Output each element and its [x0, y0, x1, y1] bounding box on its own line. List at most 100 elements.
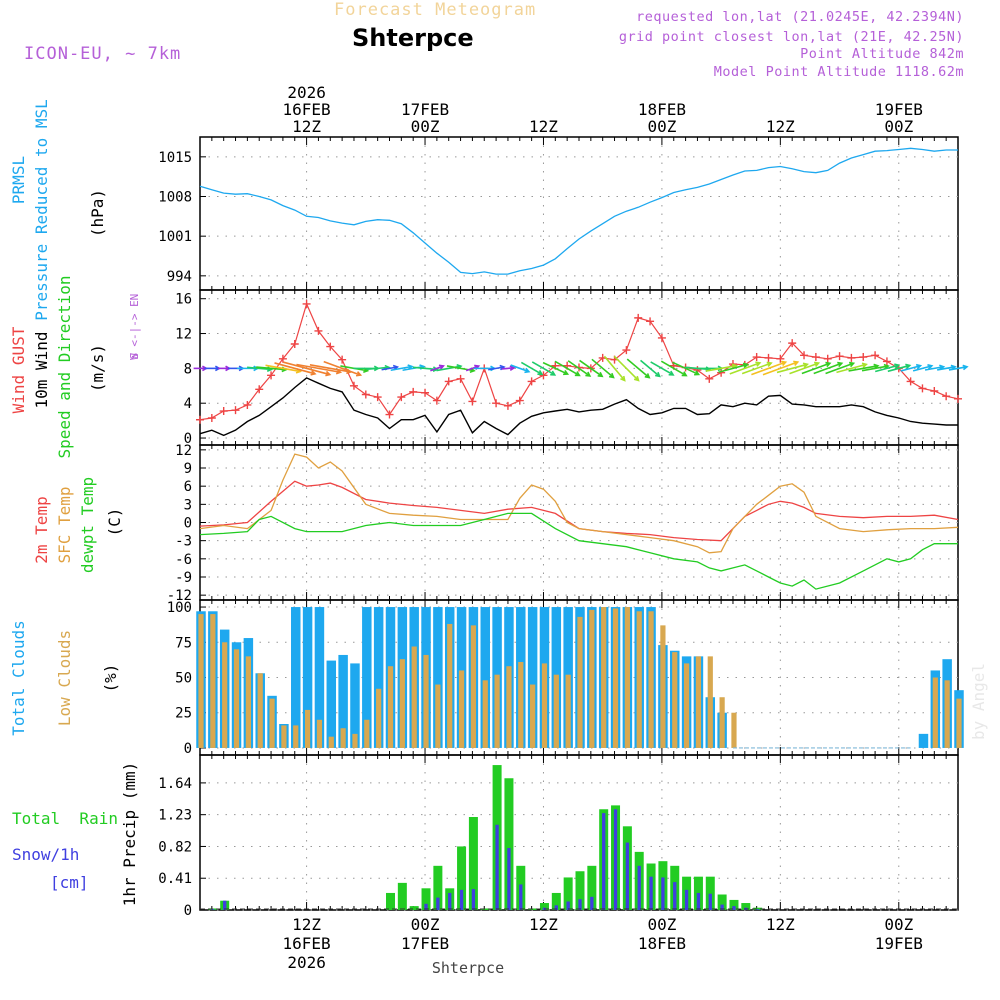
wind-arrow: [672, 361, 701, 376]
wind-arrow-shaft: [650, 361, 674, 376]
wind-arrow-head: [633, 375, 640, 382]
gust-marker: [918, 384, 927, 393]
low-cloud-bar: [470, 625, 477, 748]
rain-bar: [468, 817, 478, 910]
y-tick-label: 6: [184, 479, 192, 495]
wind-arrow-shaft: [762, 361, 798, 376]
gust-marker: [314, 326, 323, 335]
gust-marker: [219, 407, 228, 416]
wind-arrow-head: [550, 370, 557, 376]
low-cloud-bar: [435, 684, 441, 748]
snow-bar: [519, 884, 523, 910]
low-cloud-bar: [541, 663, 548, 748]
low-cloud-bar: [660, 625, 666, 748]
low-cloud-bar: [364, 719, 370, 748]
y-tick-label: 25: [175, 706, 192, 722]
wind-arrow-head: [563, 369, 570, 376]
snow-unit-label: [cm]: [50, 873, 89, 892]
wind-arrow-shaft: [567, 360, 591, 377]
time-label-top: 12Z: [292, 117, 321, 136]
time-label-bottom: 16FEB: [283, 934, 331, 953]
wind-arrow-shaft: [776, 363, 808, 374]
low-cloud-bar: [589, 609, 595, 748]
rain-bar: [753, 907, 763, 910]
total-cloud-bar: [362, 607, 372, 748]
low-cloud-bar: [210, 614, 216, 748]
y-tick-label: 0.82: [158, 839, 192, 855]
gust-marker: [882, 357, 891, 366]
rain-bar: [385, 892, 396, 910]
snow-bar: [424, 903, 428, 910]
clouds-panel: 0 25 50 75 100: [167, 599, 964, 757]
wind-arrow-shaft: [672, 361, 699, 376]
low-cloud-bar: [423, 654, 429, 748]
low-cloud-bar: [672, 652, 678, 748]
low-cloud-bar: [328, 736, 334, 748]
wind-arrow-shaft: [801, 362, 831, 375]
time-label-bottom: 17FEB: [401, 934, 449, 953]
location-title: Shterpce: [352, 24, 474, 52]
low-cloud-bar: [447, 623, 453, 748]
wind-arrow: [900, 363, 923, 372]
wind-arrow-shaft: [874, 364, 899, 373]
low-cloud-bar: [494, 674, 500, 748]
gust-marker: [634, 313, 643, 322]
wind-arrow-head: [644, 373, 651, 379]
wind-arrow: [874, 363, 901, 373]
chart-subtitle: Forecast Meteogram: [334, 0, 537, 20]
y-tick-label: 0: [184, 903, 192, 919]
rain-bar: [457, 846, 467, 910]
wind-arrow-shaft: [660, 360, 687, 377]
wind-arrow: [948, 364, 969, 371]
wind-arrow: [323, 360, 363, 377]
rain-bar: [729, 899, 739, 910]
compass-label: W <-|-> E: [128, 300, 141, 360]
wind-arrow-shaft: [501, 367, 515, 370]
y-tick-label: 1015: [158, 150, 192, 166]
wind-arrow-shaft: [912, 365, 933, 372]
wind-arrow-shaft: [887, 364, 910, 373]
low-cloud-bar: [482, 680, 488, 748]
wind-speed-line: [199, 377, 958, 437]
pressure-frame: [199, 136, 959, 291]
wind-arrow-head: [668, 370, 675, 376]
wind-arrow-shaft: [520, 361, 543, 376]
temp-line-2: [199, 512, 958, 590]
low-cloud-bar: [636, 611, 642, 748]
wind-arrow: [887, 363, 912, 373]
y-tick-label: 1001: [158, 229, 192, 245]
total-cloud-bar: [326, 660, 337, 748]
gust-marker: [717, 368, 726, 377]
gust-marker: [231, 406, 240, 415]
snow-bar: [578, 899, 582, 910]
requested-coords: requested lon,lat (21.0245E, 42.2394N): [636, 9, 964, 25]
temp2m-label: 2m Temp: [32, 496, 51, 563]
y-tick-label: 3: [184, 497, 192, 513]
footer-location: Shterpce: [432, 959, 504, 977]
wind-arrow-head: [861, 362, 868, 369]
gust-marker: [338, 355, 347, 364]
total-rain-label: Total Rain: [12, 809, 118, 828]
gust-marker: [906, 377, 915, 386]
wind-arrow-head: [438, 364, 445, 370]
precip-panel: 0 0.41 0.82 1.23 1.64: [158, 754, 959, 919]
low-cloud-bar: [553, 674, 559, 748]
wind-arrow-head: [574, 371, 581, 377]
wind-arrow-shaft: [323, 360, 361, 376]
low-cloud-bar: [304, 709, 311, 748]
temperature-panel: -12 -9 -6 -3 0 3 6 9 12: [167, 443, 959, 604]
low-cloud-bar: [257, 673, 263, 748]
wind-arrow: [283, 361, 332, 377]
wind-arrow-head: [655, 371, 661, 378]
low-cloud-bar: [293, 725, 299, 748]
gust-marker: [409, 387, 418, 396]
time-label-top: 19FEB: [875, 100, 923, 119]
wind-arrow: [430, 364, 445, 372]
gust-marker: [823, 354, 832, 363]
rain-bar: [563, 877, 573, 910]
time-label-top: 12Z: [529, 117, 558, 136]
time-label-top: 00Z: [647, 117, 676, 136]
low-cloud-bar: [577, 616, 583, 748]
time-label-bottom: 2026: [287, 953, 326, 972]
